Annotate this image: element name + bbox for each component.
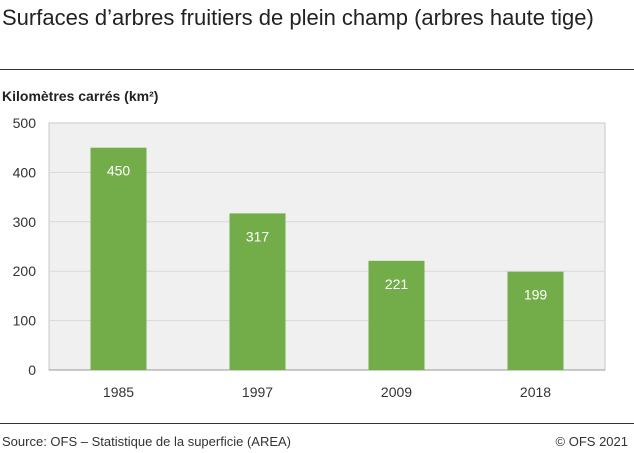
data-label: 317 — [246, 228, 270, 244]
y-tick-label: 0 — [28, 362, 36, 378]
bottom-rule — [0, 423, 634, 424]
data-label: 221 — [385, 276, 409, 292]
data-label: 199 — [524, 287, 548, 303]
bar-2009 — [368, 260, 425, 370]
x-tick-label: 2009 — [381, 384, 412, 400]
x-tick-label: 1985 — [103, 384, 134, 400]
y-axis-label: Kilomètres carrés (km²) — [2, 88, 159, 104]
x-tick-label: 1997 — [242, 384, 273, 400]
top-rule — [0, 69, 634, 70]
y-tick-label: 400 — [13, 164, 37, 180]
y-tick-label: 500 — [13, 115, 37, 131]
bar-1997 — [229, 213, 286, 370]
chart-title: Surfaces d’arbres fruitiers de plein cha… — [2, 5, 594, 30]
y-tick-label: 200 — [13, 263, 37, 279]
data-label: 450 — [107, 163, 131, 179]
source-note: Source: OFS – Statistique de la superfic… — [2, 434, 292, 449]
x-tick-label: 2018 — [520, 384, 551, 400]
bar-1985 — [90, 147, 147, 370]
copyright: © OFS 2021 — [555, 434, 628, 449]
y-tick-label: 300 — [13, 214, 37, 230]
y-tick-label: 100 — [13, 313, 37, 329]
bar-2018 — [507, 271, 564, 370]
